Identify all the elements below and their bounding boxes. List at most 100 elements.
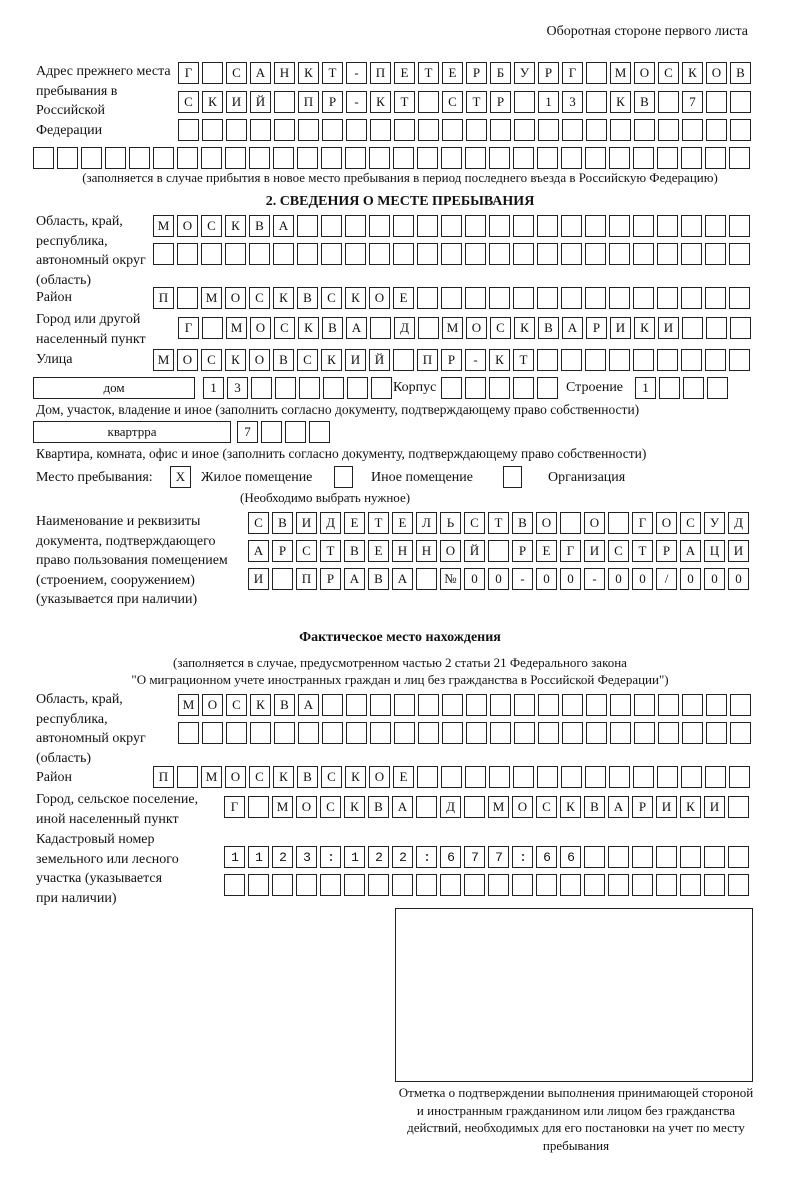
char-cell[interactable]: М: [201, 766, 222, 788]
char-cell[interactable]: [658, 119, 679, 141]
char-cell[interactable]: [201, 147, 222, 169]
char-cell[interactable]: [442, 694, 463, 716]
char-cell[interactable]: [297, 147, 318, 169]
char-cell[interactable]: -: [465, 349, 486, 371]
char-cell[interactable]: [705, 287, 726, 309]
char-cell[interactable]: 3: [227, 377, 248, 399]
char-cell[interactable]: [632, 874, 653, 896]
char-cell[interactable]: И: [610, 317, 631, 339]
char-cell[interactable]: [681, 215, 702, 237]
char-cell[interactable]: 0: [560, 568, 581, 590]
char-cell[interactable]: С: [320, 796, 341, 818]
char-cell[interactable]: [368, 846, 389, 868]
char-cell[interactable]: О: [225, 287, 246, 309]
char-cell[interactable]: М: [272, 796, 293, 818]
char-cell[interactable]: К: [321, 349, 342, 371]
char-cell[interactable]: П: [153, 287, 174, 309]
char-cell[interactable]: [418, 722, 439, 744]
char-cell[interactable]: [393, 215, 414, 237]
char-cell[interactable]: [249, 147, 270, 169]
char-cell[interactable]: [729, 147, 750, 169]
char-cell[interactable]: [394, 722, 415, 744]
char-cell[interactable]: [609, 766, 630, 788]
char-cell[interactable]: К: [370, 91, 391, 113]
char-cell[interactable]: Р: [632, 796, 653, 818]
char-cell[interactable]: А: [392, 796, 413, 818]
char-cell[interactable]: К: [680, 796, 701, 818]
char-cell[interactable]: С: [249, 766, 270, 788]
char-cell[interactable]: В: [297, 287, 318, 309]
char-cell[interactable]: [514, 119, 535, 141]
char-cell[interactable]: М: [488, 796, 509, 818]
char-cell[interactable]: М: [226, 317, 247, 339]
char-cell[interactable]: И: [248, 568, 269, 590]
char-cell[interactable]: [634, 119, 655, 141]
char-cell[interactable]: [370, 317, 391, 339]
char-cell[interactable]: [561, 287, 582, 309]
char-cell[interactable]: [346, 722, 367, 744]
char-cell[interactable]: [681, 287, 702, 309]
char-cell[interactable]: [513, 287, 534, 309]
char-cell[interactable]: [729, 243, 750, 265]
char-cell[interactable]: [370, 722, 391, 744]
char-cell[interactable]: [261, 421, 282, 443]
char-cell[interactable]: С: [178, 91, 199, 113]
char-cell[interactable]: В: [274, 694, 295, 716]
char-cell[interactable]: -: [584, 568, 605, 590]
char-cell[interactable]: М: [178, 694, 199, 716]
stay-checkbox-organization[interactable]: [503, 466, 522, 488]
char-cell[interactable]: [586, 91, 607, 113]
char-cell[interactable]: [250, 722, 271, 744]
char-cell[interactable]: [394, 694, 415, 716]
char-cell[interactable]: [370, 119, 391, 141]
char-cell[interactable]: К: [560, 796, 581, 818]
char-cell[interactable]: [177, 287, 198, 309]
char-cell[interactable]: [584, 874, 605, 896]
char-cell[interactable]: [657, 287, 678, 309]
char-cell[interactable]: А: [680, 540, 701, 562]
char-cell[interactable]: [609, 215, 630, 237]
char-cell[interactable]: Т: [466, 91, 487, 113]
char-cell[interactable]: С: [249, 287, 270, 309]
char-cell[interactable]: [489, 215, 510, 237]
char-cell[interactable]: В: [368, 796, 389, 818]
char-cell[interactable]: [369, 215, 390, 237]
char-cell[interactable]: О: [177, 215, 198, 237]
char-cell[interactable]: [417, 147, 438, 169]
char-cell[interactable]: К: [634, 317, 655, 339]
char-cell[interactable]: [274, 91, 295, 113]
char-cell[interactable]: [489, 287, 510, 309]
char-cell[interactable]: [514, 694, 535, 716]
char-cell[interactable]: [705, 349, 726, 371]
char-cell[interactable]: [705, 243, 726, 265]
char-cell[interactable]: О: [249, 349, 270, 371]
char-cell[interactable]: [321, 243, 342, 265]
char-cell[interactable]: [418, 91, 439, 113]
char-cell[interactable]: [369, 147, 390, 169]
char-cell[interactable]: Т: [513, 349, 534, 371]
char-cell[interactable]: [177, 243, 198, 265]
char-cell[interactable]: О: [225, 766, 246, 788]
char-cell[interactable]: [416, 796, 437, 818]
char-cell[interactable]: К: [345, 287, 366, 309]
char-cell[interactable]: [488, 540, 509, 562]
char-cell[interactable]: [224, 874, 245, 896]
char-cell[interactable]: С: [321, 287, 342, 309]
char-cell[interactable]: С: [608, 540, 629, 562]
char-cell[interactable]: [202, 62, 223, 84]
char-cell[interactable]: [586, 722, 607, 744]
char-cell[interactable]: [537, 766, 558, 788]
char-cell[interactable]: [490, 722, 511, 744]
char-cell[interactable]: М: [153, 349, 174, 371]
char-cell[interactable]: Д: [440, 796, 461, 818]
char-cell[interactable]: [681, 766, 702, 788]
char-cell[interactable]: [465, 243, 486, 265]
char-cell[interactable]: [417, 287, 438, 309]
char-cell[interactable]: [536, 874, 557, 896]
char-cell[interactable]: [153, 243, 174, 265]
char-cell[interactable]: Й: [250, 91, 271, 113]
char-cell[interactable]: [537, 147, 558, 169]
char-cell[interactable]: [465, 766, 486, 788]
char-cell[interactable]: [513, 243, 534, 265]
char-cell[interactable]: О: [536, 512, 557, 534]
